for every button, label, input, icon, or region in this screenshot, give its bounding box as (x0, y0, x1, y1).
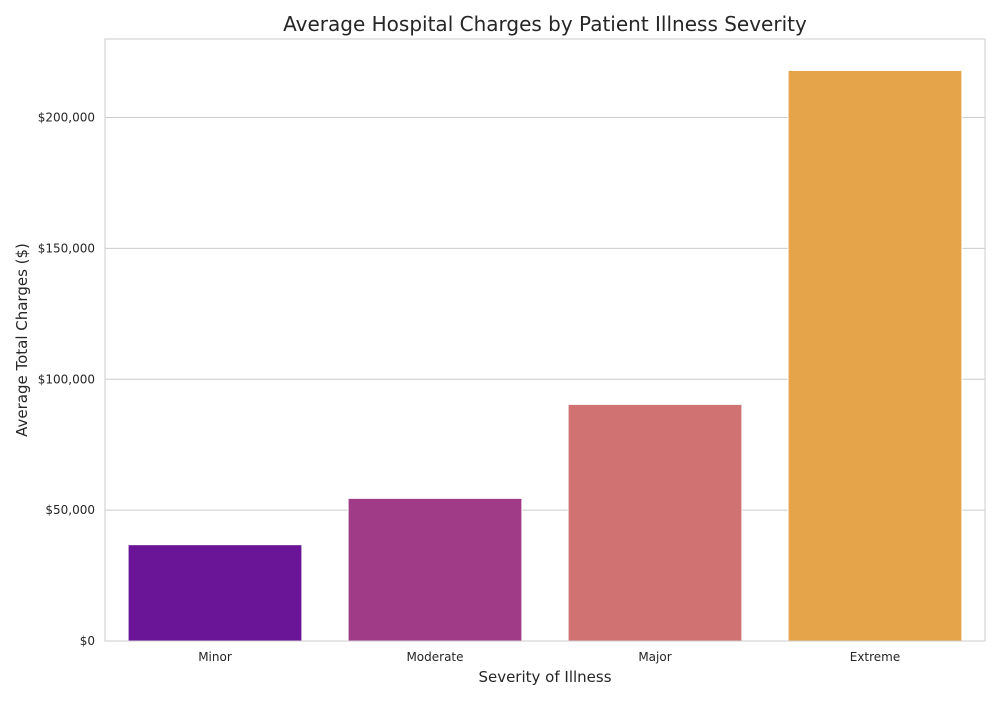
x-tick-label: Extreme (850, 650, 901, 664)
x-axis-ticks: Minor Moderate Major Extreme (198, 650, 900, 664)
bar-moderate (347, 497, 523, 642)
y-axis-label: Average Total Charges ($) (13, 243, 31, 437)
x-axis-label: Severity of Illness (478, 668, 611, 686)
bar-extreme (787, 69, 963, 642)
y-axis-ticks: $0 $50,000 $100,000 $150,000 $200,000 (38, 111, 95, 648)
y-tick-label: $100,000 (38, 372, 95, 386)
chart-title: Average Hospital Charges by Patient Illn… (283, 12, 807, 36)
y-tick-label: $200,000 (38, 111, 95, 125)
bars (127, 69, 963, 642)
y-tick-label: $0 (80, 634, 95, 648)
bar-minor (127, 544, 303, 642)
x-tick-label: Major (638, 650, 671, 664)
x-tick-label: Moderate (406, 650, 463, 664)
y-tick-label: $50,000 (45, 503, 95, 517)
bar-major (567, 403, 743, 642)
x-tick-label: Minor (198, 650, 232, 664)
y-tick-label: $150,000 (38, 241, 95, 255)
plot-frame (104, 38, 986, 642)
